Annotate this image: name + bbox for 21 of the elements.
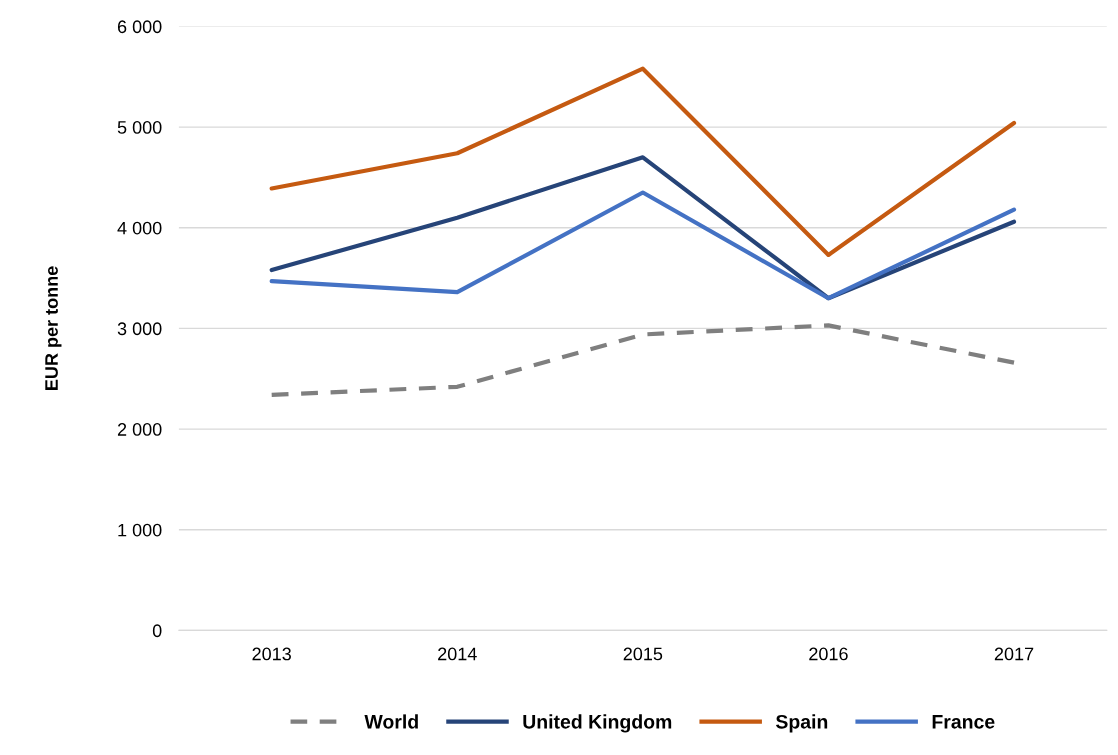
y-tick-label: 5 000 — [117, 121, 162, 134]
y-tick-label: 0 — [152, 624, 162, 638]
y-tick-label: 6 000 — [117, 20, 162, 34]
y-tick-label: 1 000 — [118, 523, 162, 537]
legend-label: World — [364, 714, 418, 729]
line-series — [269, 190, 1017, 301]
legend-label: United Kingdom — [523, 714, 672, 733]
x-tick-label: 2013 — [252, 647, 291, 661]
line-series — [269, 66, 1017, 258]
y-axis-title: EUR per tonne — [45, 266, 62, 390]
line-series — [269, 155, 1017, 301]
legend-label: France — [932, 715, 995, 729]
x-tick-label: 2017 — [994, 647, 1034, 661]
x-tick-label: 2015 — [623, 647, 663, 661]
legend-label: Spain — [775, 714, 828, 733]
x-tick-label: 2014 — [438, 647, 477, 661]
line-series — [269, 323, 1017, 397]
x-tick-label: 2016 — [809, 647, 848, 661]
y-tick-label: 2 000 — [117, 423, 162, 436]
y-tick-label: 3 000 — [117, 322, 162, 336]
y-tick-label: 4 000 — [117, 221, 162, 235]
